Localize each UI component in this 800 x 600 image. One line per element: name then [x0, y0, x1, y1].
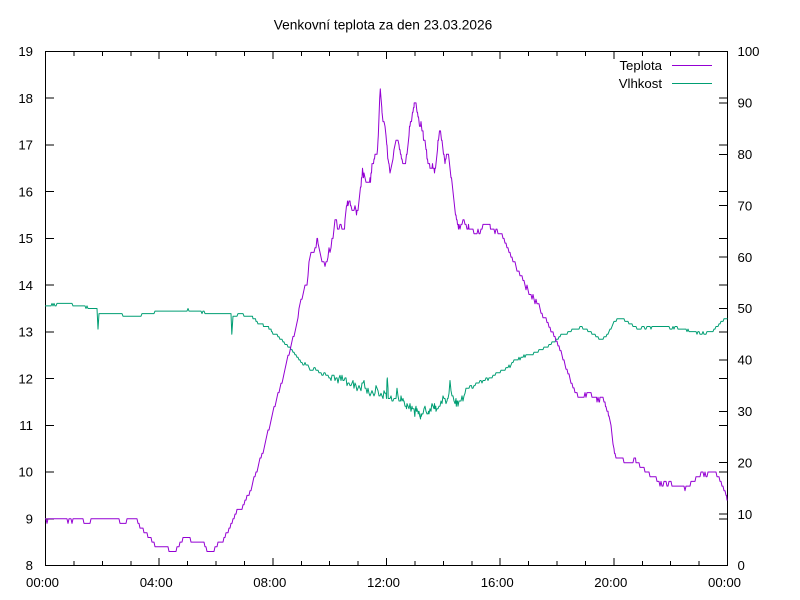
svg-text:Teplota: Teplota: [619, 58, 662, 73]
svg-text:18: 18: [18, 91, 33, 106]
svg-text:19: 19: [18, 44, 33, 59]
svg-text:00:00: 00:00: [708, 575, 741, 590]
svg-text:Venkovní teplota za den 23.03.: Venkovní teplota za den 23.03.2026: [274, 18, 493, 33]
svg-text:11: 11: [19, 418, 33, 433]
svg-text:12: 12: [18, 371, 33, 386]
svg-text:15: 15: [18, 231, 33, 246]
svg-text:10: 10: [738, 507, 753, 522]
svg-text:60: 60: [738, 250, 753, 265]
svg-text:8: 8: [26, 558, 33, 573]
svg-text:9: 9: [26, 512, 33, 527]
svg-text:80: 80: [738, 147, 753, 162]
svg-text:08:00: 08:00: [253, 575, 286, 590]
svg-text:10: 10: [18, 465, 33, 480]
svg-text:20:00: 20:00: [594, 575, 627, 590]
svg-text:Vlhkost: Vlhkost: [619, 76, 663, 91]
svg-text:17: 17: [18, 138, 33, 153]
svg-text:04:00: 04:00: [140, 575, 173, 590]
svg-text:100: 100: [738, 44, 760, 59]
svg-text:50: 50: [738, 301, 753, 316]
svg-text:13: 13: [18, 325, 33, 340]
svg-text:70: 70: [738, 198, 753, 213]
svg-text:40: 40: [738, 353, 753, 368]
svg-text:0: 0: [738, 558, 745, 573]
svg-text:90: 90: [738, 96, 753, 111]
svg-text:30: 30: [738, 404, 753, 419]
svg-text:20: 20: [738, 455, 753, 470]
svg-text:14: 14: [18, 278, 33, 293]
svg-text:00:00: 00:00: [26, 575, 59, 590]
svg-text:16:00: 16:00: [481, 575, 514, 590]
svg-text:12:00: 12:00: [367, 575, 400, 590]
svg-text:16: 16: [18, 184, 33, 199]
